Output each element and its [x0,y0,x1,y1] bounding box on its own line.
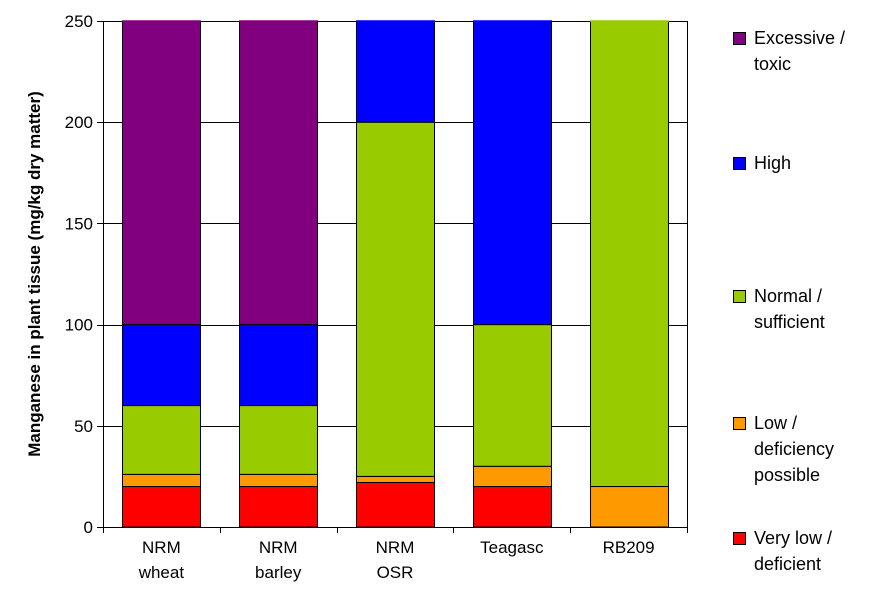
legend-swatch [733,157,746,170]
bar-segment [239,486,318,528]
bar-segment [239,324,318,407]
y-axis-title: Manganese in plant tissue (mg/kg dry mat… [25,91,44,457]
legend-swatch [733,290,746,303]
x-tick-label: NRM wheat [138,538,185,582]
bar-segment [473,324,552,467]
y-tick-label: 0 [84,518,93,537]
legend-swatch [733,417,746,430]
legend-swatch [733,32,746,45]
bar-segment [356,121,435,477]
legend-label: Normal / sufficient [754,286,825,332]
y-tick-label: 250 [65,12,93,31]
legend-swatch [733,532,746,545]
bar-segment [473,20,552,326]
y-tick-labels: 0 50 100 150 200 250 [65,12,93,537]
bar-segment [239,405,318,475]
legend-label: High [754,153,792,173]
axes [97,21,688,533]
y-tick-label: 50 [74,417,93,436]
bar-segment [590,20,669,488]
x-tick-label: RB209 [603,538,655,557]
bar-segment [122,324,201,407]
bars [122,20,669,528]
y-tick-label: 100 [65,316,93,335]
x-tick-label: Teagasc [480,538,544,557]
x-tick-label: NRM OSR [376,538,415,582]
bar-segment [122,20,201,326]
bar-segment [122,486,201,528]
bar-segment [473,465,552,488]
legend-label: Very low / deficient [754,528,833,574]
bar-segment [122,473,201,488]
x-tick-labels: NRM wheat NRM barley NRM OSR Teagasc RB209 [138,538,655,582]
bar-segment [590,486,669,528]
bar-segment [473,486,552,528]
x-tick-label: NRM barley [255,538,302,582]
bar-segment [356,481,435,528]
bar-segment [356,475,435,483]
legend-item: High [733,150,791,176]
legend-item: Excessive / toxic [733,25,845,77]
y-tick-label: 150 [65,214,93,233]
bar-segment [356,20,435,123]
legend-item: Very low / deficient [733,525,832,577]
y-tick-label: 200 [65,113,93,132]
legend-label: Low / deficiency possible [754,413,835,485]
bar-segment [239,20,318,326]
legend-item: Low / deficiency possible [733,410,834,488]
bar-segment [122,405,201,475]
legend-item: Normal / sufficient [733,283,825,335]
legend-label: Excessive / toxic [754,28,846,74]
bar-segment [239,473,318,488]
